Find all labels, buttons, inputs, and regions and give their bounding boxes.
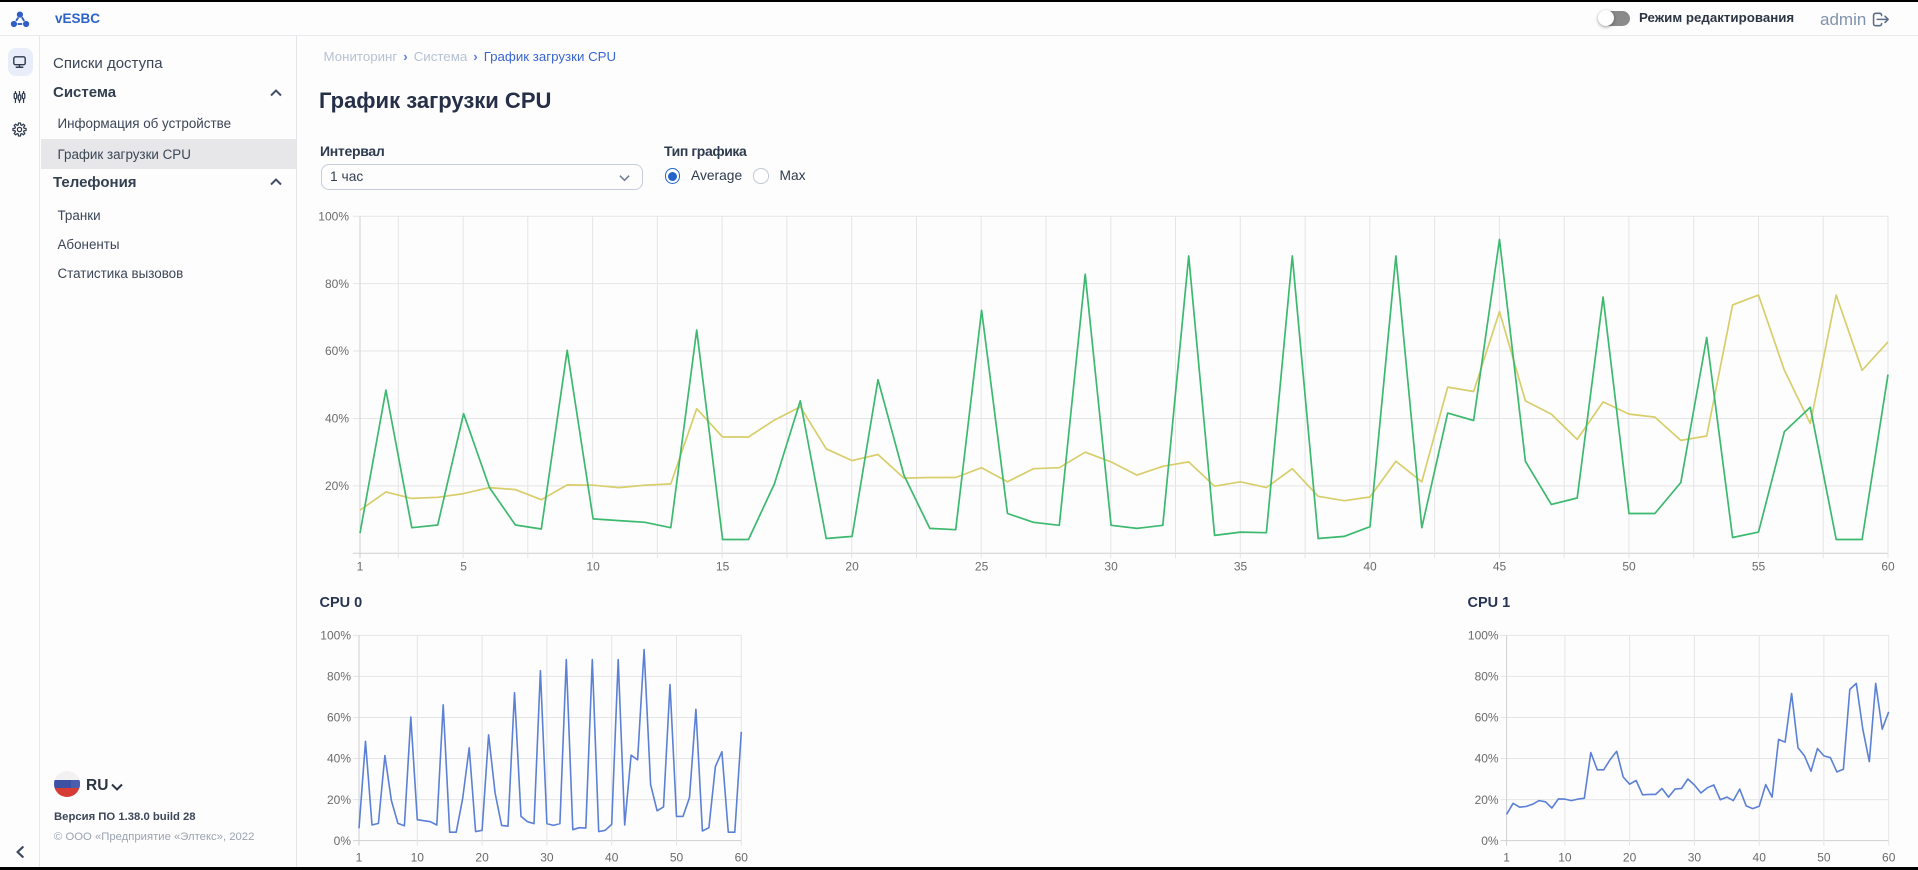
svg-text:80%: 80% xyxy=(327,670,351,684)
svg-text:45: 45 xyxy=(1493,560,1507,574)
svg-text:60%: 60% xyxy=(327,711,351,725)
svg-text:50: 50 xyxy=(1622,560,1636,574)
svg-text:60: 60 xyxy=(1881,560,1895,574)
svg-text:50: 50 xyxy=(670,851,684,865)
svg-text:35: 35 xyxy=(1234,560,1248,574)
svg-text:10: 10 xyxy=(586,560,600,574)
svg-text:1: 1 xyxy=(1503,851,1510,865)
svg-text:10: 10 xyxy=(1558,851,1572,865)
svg-text:20%: 20% xyxy=(327,793,351,807)
svg-text:100%: 100% xyxy=(318,209,349,223)
svg-text:40%: 40% xyxy=(327,752,351,766)
svg-text:30: 30 xyxy=(1688,851,1702,865)
svg-text:15: 15 xyxy=(716,560,730,574)
svg-text:20%: 20% xyxy=(1475,793,1499,807)
svg-text:25: 25 xyxy=(975,560,989,574)
svg-text:40: 40 xyxy=(1363,560,1377,574)
svg-text:40%: 40% xyxy=(325,412,349,426)
svg-text:55: 55 xyxy=(1752,560,1766,574)
svg-text:1: 1 xyxy=(357,560,364,574)
svg-text:20: 20 xyxy=(1623,851,1637,865)
svg-text:20%: 20% xyxy=(325,479,349,493)
svg-text:0%: 0% xyxy=(334,834,352,848)
svg-text:20: 20 xyxy=(845,560,859,574)
svg-text:60%: 60% xyxy=(1475,711,1499,725)
svg-text:100%: 100% xyxy=(320,629,351,643)
svg-text:60: 60 xyxy=(1882,851,1896,865)
svg-text:60%: 60% xyxy=(325,344,349,358)
svg-text:40: 40 xyxy=(605,851,619,865)
svg-text:40: 40 xyxy=(1753,851,1767,865)
svg-text:30: 30 xyxy=(540,851,554,865)
svg-text:0%: 0% xyxy=(1481,834,1499,848)
svg-text:40%: 40% xyxy=(1475,752,1499,766)
svg-text:80%: 80% xyxy=(325,277,349,291)
svg-text:10: 10 xyxy=(411,851,425,865)
svg-text:60: 60 xyxy=(735,851,749,865)
svg-text:5: 5 xyxy=(460,560,467,574)
svg-text:20: 20 xyxy=(475,851,489,865)
svg-text:50: 50 xyxy=(1817,851,1831,865)
svg-text:1: 1 xyxy=(356,851,363,865)
svg-text:30: 30 xyxy=(1104,560,1118,574)
svg-text:80%: 80% xyxy=(1475,670,1499,684)
svg-text:100%: 100% xyxy=(1468,629,1499,643)
